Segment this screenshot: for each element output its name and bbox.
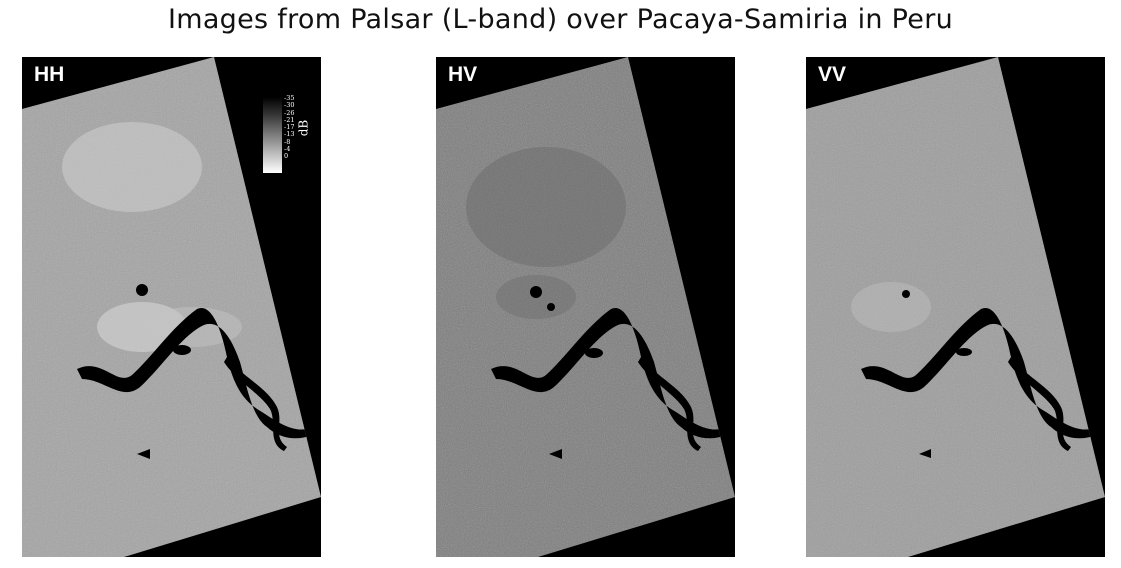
panel-hv: HV <box>436 57 735 557</box>
panel-label: VV <box>818 63 847 86</box>
colorbar-unit: dB <box>296 119 311 137</box>
sar-image-hh <box>22 57 321 557</box>
panel-hh: HH -35 -30 -26 -21 -17 -13 -8 -4 0 dB <box>22 57 321 557</box>
colorbar-tick: -21 <box>284 115 295 124</box>
panel-label: HV <box>448 63 478 86</box>
colorbar-ticks: -35 -30 -26 -21 -17 -13 -8 -4 0 <box>284 94 298 161</box>
colorbar-tick: -13 <box>284 130 295 139</box>
colorbar-tick: 0 <box>284 152 289 161</box>
sar-image-hv <box>436 57 735 557</box>
colorbar-tick: -30 <box>284 101 295 110</box>
colorbar-tick: -26 <box>284 108 295 117</box>
colorbar-tick: -17 <box>284 123 295 132</box>
colorbar: -35 -30 -26 -21 -17 -13 -8 -4 0 dB <box>263 94 313 177</box>
colorbar-gradient <box>263 97 282 173</box>
colorbar-tick: -4 <box>284 145 291 154</box>
colorbar-tick: -8 <box>284 137 291 146</box>
colorbar-tick: -35 <box>284 94 295 102</box>
panel-vv: VV <box>806 57 1105 557</box>
panel-label: HH <box>34 63 65 86</box>
sar-image-vv <box>806 57 1105 557</box>
figure-title: Images from Palsar (L-band) over Pacaya-… <box>167 4 954 35</box>
